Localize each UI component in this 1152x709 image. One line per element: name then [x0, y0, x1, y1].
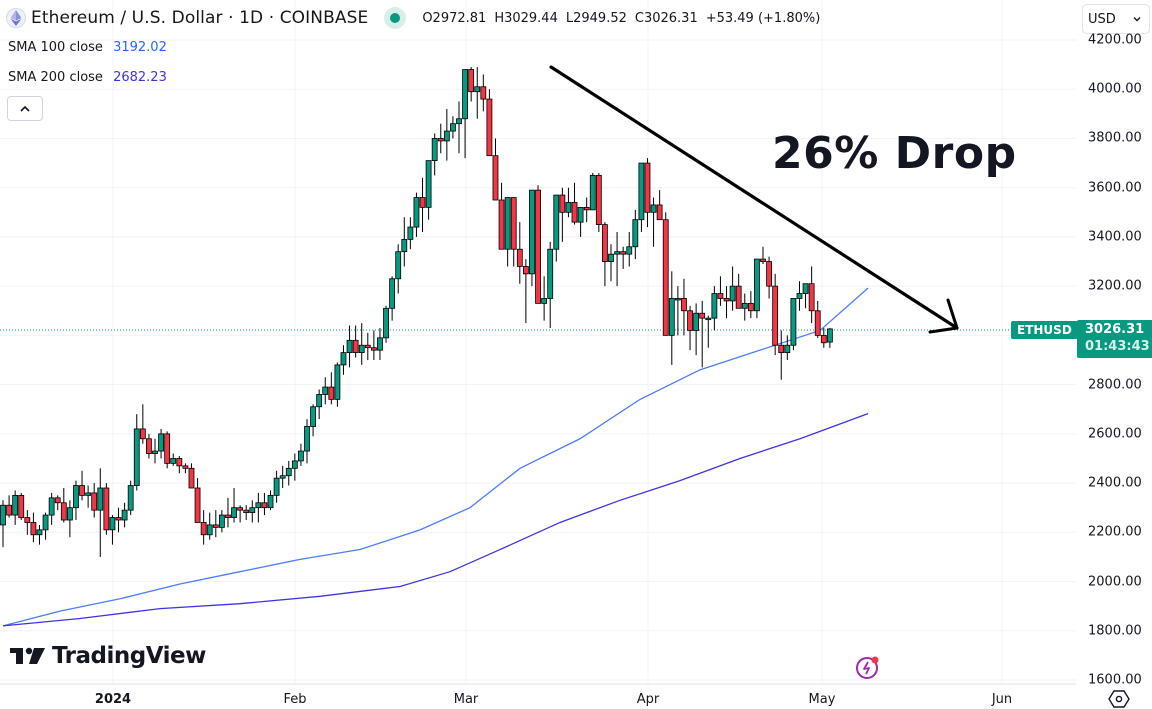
- sma100-label: SMA 100 close: [8, 40, 103, 55]
- sma100-legend[interactable]: SMA 100 close 3192.02: [8, 40, 167, 55]
- sma100-value: 3192.02: [113, 40, 167, 55]
- collapse-legend-button[interactable]: [7, 96, 43, 121]
- hexagon-settings-icon: [1108, 690, 1130, 708]
- symbol-title[interactable]: Ethereum / U.S. Dollar · 1D · COINBASE: [31, 8, 369, 28]
- trendline-arrow[interactable]: [549, 65, 959, 334]
- time-axis-label: Jun: [991, 692, 1013, 707]
- price-axis-label: 4000.00: [1088, 81, 1142, 97]
- price-axis-label: 2600.00: [1088, 426, 1142, 442]
- time-axis-label: Apr: [636, 692, 660, 707]
- time-axis-label: May: [808, 692, 836, 707]
- currency-select[interactable]: USD: [1082, 4, 1150, 34]
- market-status-indicator[interactable]: [384, 7, 407, 29]
- price-axis-label: 1800.00: [1088, 623, 1142, 639]
- price-axis-label: 2200.00: [1088, 524, 1142, 540]
- ohlc-close: C3026.31: [634, 10, 698, 26]
- time-axis-label: Mar: [453, 692, 479, 707]
- price-axis-label: 2800.00: [1088, 377, 1142, 393]
- lightning-button[interactable]: [855, 654, 881, 680]
- time-axis-label: 2024: [94, 692, 132, 707]
- price-axis-label: 3200.00: [1088, 278, 1142, 294]
- price-axis-label: 3600.00: [1088, 180, 1142, 196]
- chevron-up-icon: [20, 105, 30, 112]
- price-axis-label: 2400.00: [1088, 475, 1142, 491]
- price-axis-label: 2000.00: [1088, 574, 1142, 590]
- time-axis-label: Feb: [283, 692, 307, 707]
- market-open-dot-icon: [390, 13, 401, 23]
- symbol-price-label: ETHUSD: [1011, 321, 1078, 339]
- price-axis-label: 4200.00: [1088, 32, 1142, 48]
- ohlc-values: O2972.81 H3029.44 L2949.52 C3026.31 +53.…: [422, 11, 820, 26]
- price-axis-label: 3400.00: [1088, 229, 1142, 245]
- tradingview-wordmark: TradingView: [52, 643, 206, 669]
- ohlc-open: O2972.81: [422, 10, 487, 26]
- sma200-value: 2682.23: [113, 70, 167, 85]
- tradingview-logo[interactable]: TradingView: [10, 643, 206, 669]
- currency-value: USD: [1088, 11, 1116, 27]
- chart-grid: [0, 0, 1076, 684]
- chart-settings-button[interactable]: [1108, 690, 1130, 708]
- lightning-icon: [856, 656, 879, 679]
- last-price-value: 3026.31: [1085, 322, 1145, 337]
- last-price-tag: 3026.31 01:43:43: [1077, 320, 1152, 358]
- chevron-down-icon: [1133, 17, 1141, 22]
- bar-countdown: 01:43:43: [1085, 339, 1150, 354]
- sma-lines: [2, 287, 869, 627]
- ohlc-high: H3029.44: [494, 10, 558, 26]
- price-axis-label: 3800.00: [1088, 130, 1142, 146]
- candlestick-series: [0, 67, 833, 557]
- ethereum-icon: [6, 8, 26, 28]
- ohlc-low: L2949.52: [565, 10, 627, 26]
- price-axis-label: 1600.00: [1088, 672, 1142, 688]
- symbol-header: Ethereum / U.S. Dollar · 1D · COINBASE O…: [6, 4, 820, 32]
- tradingview-logo-icon: [10, 647, 45, 664]
- sma200-label: SMA 200 close: [8, 70, 103, 85]
- ohlc-change: +53.49 (+1.80%): [705, 10, 821, 26]
- drop-annotation-text[interactable]: 26% Drop: [772, 128, 1017, 179]
- sma200-legend[interactable]: SMA 200 close 2682.23: [8, 70, 167, 85]
